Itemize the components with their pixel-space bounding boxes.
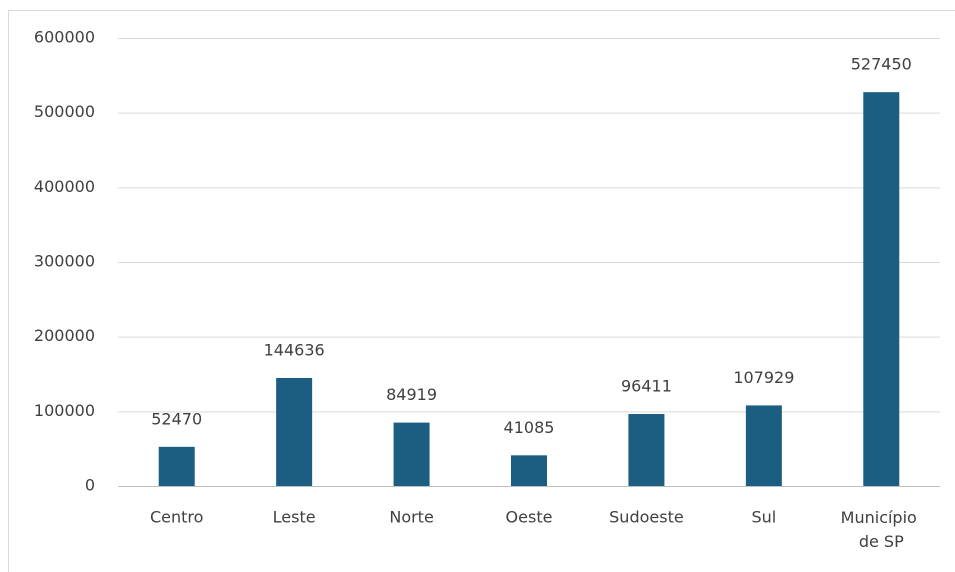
x-tick-label: Sudoeste [609,508,684,527]
y-tick-label: 600000 [34,28,95,47]
bar [393,422,430,486]
data-label: 144636 [264,341,325,360]
bar [276,378,313,486]
y-tick-label: 0 [85,476,95,495]
bar [511,455,547,486]
data-label: 107929 [733,368,794,387]
y-tick-label: 300000 [34,252,95,271]
bar [863,92,900,487]
bar [158,446,195,486]
bar [628,414,665,486]
y-tick-label: 100000 [34,401,95,420]
x-tick-label: Município de SP [841,508,922,551]
y-tick-label: 400000 [34,177,95,196]
data-label: 41085 [504,418,555,437]
data-label: 527450 [851,55,912,74]
chart-frame [8,10,955,572]
x-tick-label: Leste [273,508,316,527]
x-tick-label: Sul [751,508,776,527]
data-label: 52470 [151,409,202,428]
x-tick-label: Oeste [506,508,553,527]
x-tick-label: Norte [389,508,433,527]
bar [745,405,782,486]
data-label: 84919 [386,385,437,404]
data-label: 96411 [621,377,672,396]
x-tick-label: Centro [150,508,203,527]
y-tick-label: 200000 [34,326,95,345]
y-tick-label: 500000 [34,102,95,121]
